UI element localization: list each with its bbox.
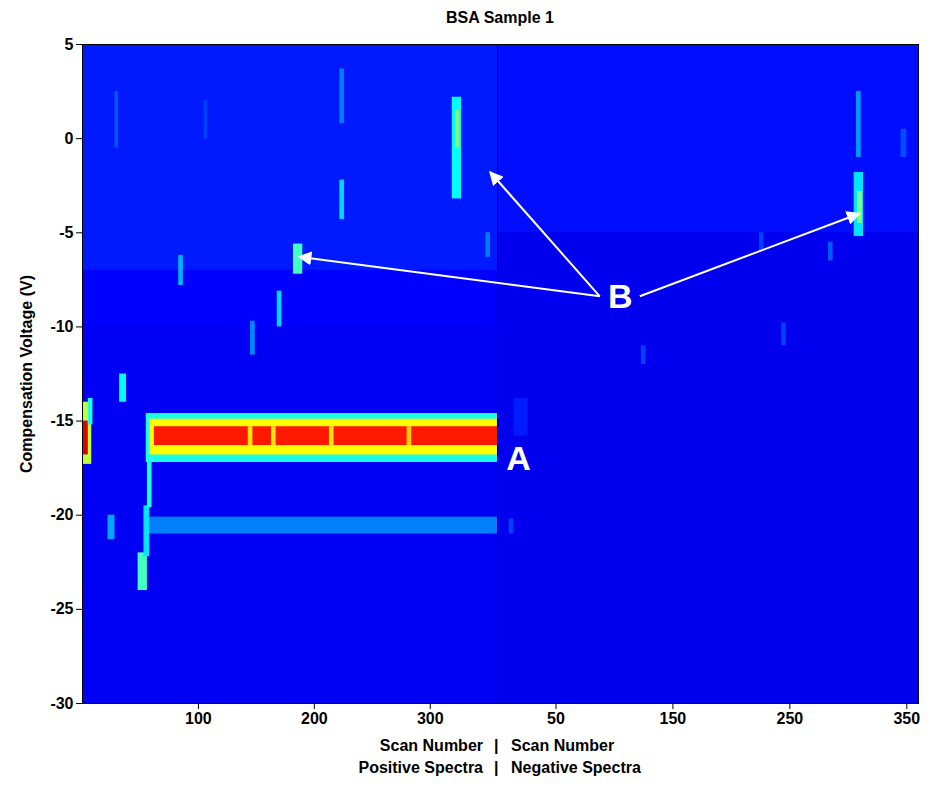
html-text:Positive Spectra: Positive Spectra — [358, 759, 483, 776]
svg-text:50: 50 — [547, 710, 565, 727]
svg-text:5: 5 — [65, 36, 74, 53]
svg-text:-30: -30 — [50, 695, 73, 712]
svg-text:-10: -10 — [50, 318, 73, 335]
svg-text:300: 300 — [417, 710, 444, 727]
html-text:Negative Spectra: Negative Spectra — [511, 759, 641, 776]
html-text:Scan Number: Scan Number — [379, 737, 483, 754]
svg-text:200: 200 — [301, 710, 328, 727]
svg-text:250: 250 — [777, 710, 804, 727]
html-text:BSA Sample 1: BSA Sample 1 — [446, 9, 554, 26]
svg-text:150: 150 — [660, 710, 687, 727]
svg-text:350: 350 — [893, 710, 920, 727]
svg-text:100: 100 — [185, 710, 212, 727]
svg-text:A: A — [506, 439, 531, 477]
svg-text:-25: -25 — [50, 600, 73, 617]
svg-text:-20: -20 — [50, 506, 73, 523]
svg-text:0: 0 — [65, 130, 74, 147]
svg-text:-5: -5 — [59, 224, 73, 241]
svg-text:B: B — [608, 277, 633, 315]
html-text:Scan Number: Scan Number — [511, 737, 615, 754]
svg-text:-15: -15 — [50, 412, 73, 429]
svg-text:Compensation Voltage (V): Compensation Voltage (V) — [18, 275, 35, 473]
